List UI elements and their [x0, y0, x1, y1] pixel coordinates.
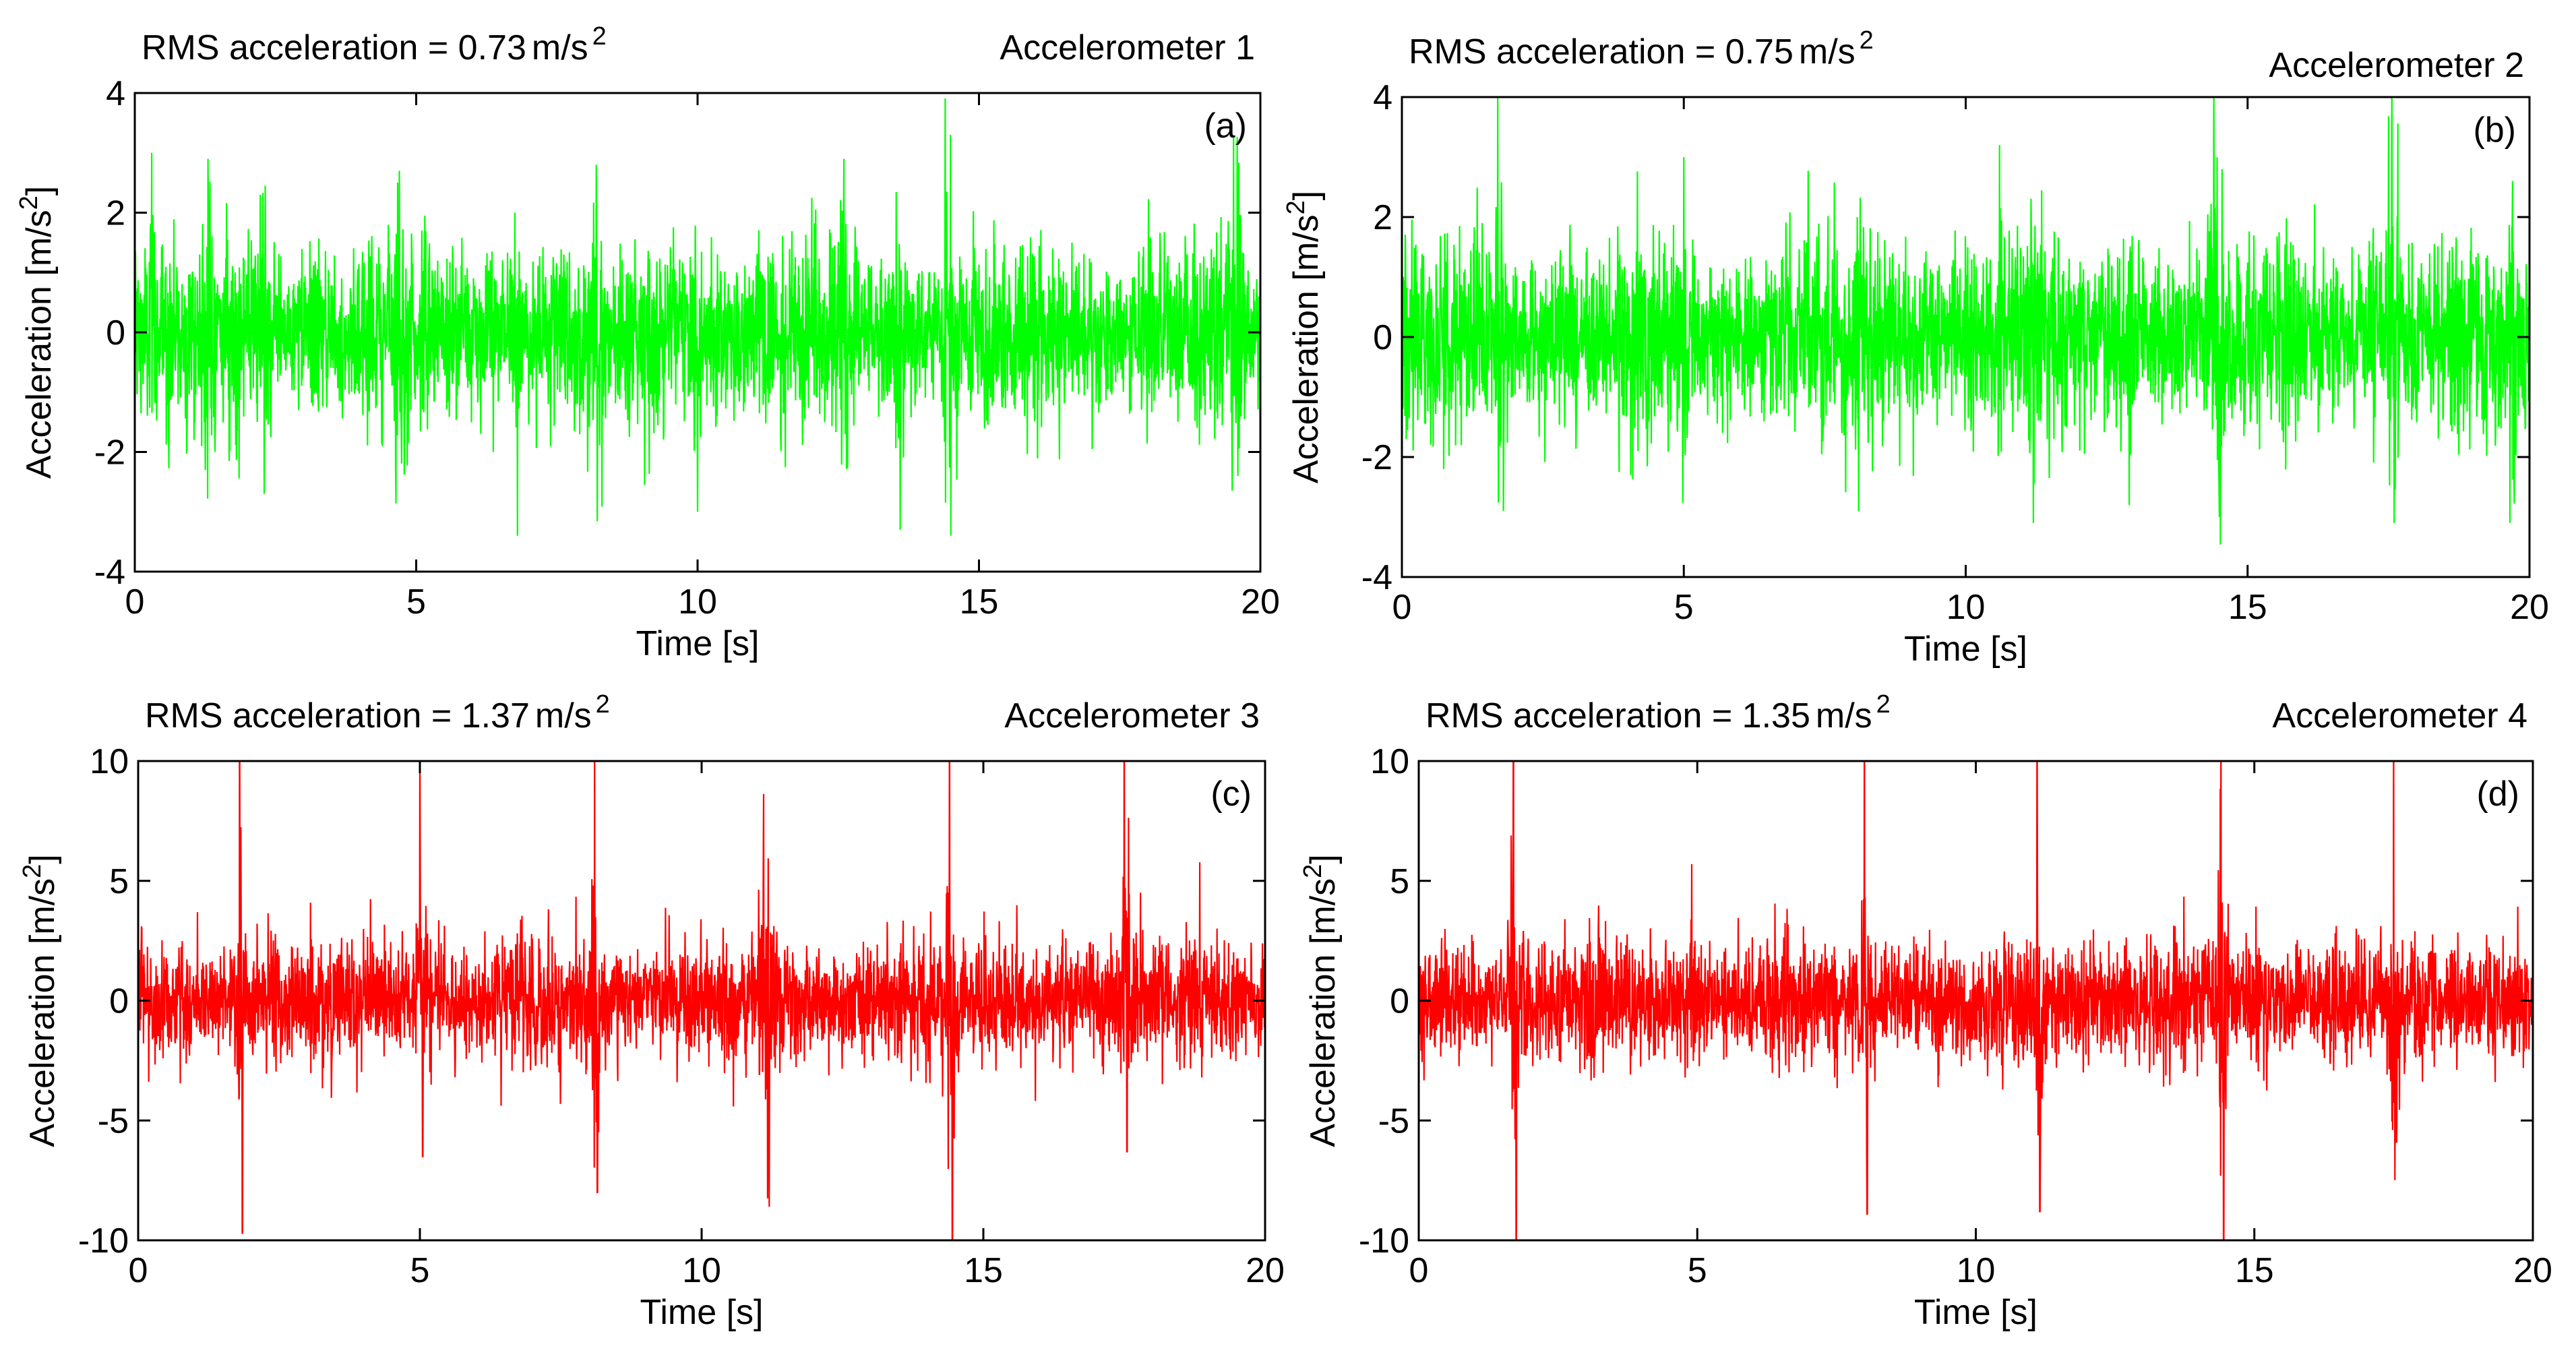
y-tick-label: -2	[1361, 438, 1392, 477]
x-tick-label: 5	[1674, 588, 1694, 627]
y-tick-label: -5	[1378, 1101, 1409, 1141]
signal-trace	[1402, 97, 2529, 545]
y-axis-label-close: ]	[23, 854, 62, 864]
x-tick-label: 15	[964, 1251, 1003, 1290]
y-axis-label-text: Acceleration [m/s	[1287, 214, 1326, 483]
x-axis-label: Time [s]	[1914, 1293, 2037, 1332]
rms-prefix: RMS acceleration =	[142, 28, 458, 67]
rms-prefix: RMS acceleration =	[145, 696, 462, 735]
y-tick-label: 0	[1390, 982, 1409, 1021]
y-tick-label: 4	[1373, 78, 1392, 117]
rms-annotation: RMS acceleration = 1.35 m/s 2	[1425, 690, 1891, 735]
y-axis-label-text: Acceleration [m/s	[23, 878, 62, 1147]
y-axis-label: Acceleration [m/s2]	[18, 854, 62, 1147]
x-tick-label: 10	[1957, 1251, 1996, 1290]
y-axis-label-text: Acceleration [m/s	[1304, 878, 1343, 1147]
y-axis-label-text: Acceleration [m/s	[20, 210, 59, 479]
y-axis-label: Acceleration [m/s2]	[1282, 191, 1326, 483]
panel-label: (d)	[2476, 775, 2519, 814]
y-axis-label-exponent: 2	[1282, 200, 1310, 214]
x-tick-label: 5	[1688, 1251, 1707, 1290]
chart-panel-b: 0 5 10 15 20 -4 -2 0 2 4 Time [s] Acceleration [m/s…	[1282, 26, 2549, 669]
rms-unit-exponent: 2	[1876, 690, 1891, 719]
x-tick-label: 0	[129, 1251, 148, 1290]
signal-trace	[135, 98, 1260, 536]
rms-unit: m/s	[532, 28, 588, 67]
sensor-name: Accelerometer 3	[1004, 696, 1260, 735]
x-tick-label: 15	[960, 582, 999, 622]
sensor-name: Accelerometer 1	[1000, 28, 1255, 67]
x-tick-label: 20	[2513, 1251, 2552, 1290]
x-tick-label: 15	[2228, 588, 2267, 627]
sensor-name: Accelerometer 2	[2269, 46, 2524, 85]
x-tick-label: 0	[125, 582, 145, 622]
y-axis-label-exponent: 2	[1299, 864, 1327, 878]
x-axis-label: Time [s]	[640, 1293, 764, 1332]
x-tick-label: 20	[2510, 588, 2549, 627]
y-tick-label: 5	[109, 862, 129, 901]
sensor-name: Accelerometer 4	[2272, 696, 2527, 735]
rms-annotation: RMS acceleration = 1.37 m/s 2	[145, 690, 610, 735]
x-tick-label: 20	[1241, 582, 1280, 622]
x-tick-label: 0	[1409, 1251, 1429, 1290]
y-tick-label: -10	[1359, 1221, 1409, 1261]
x-axis-label: Time [s]	[636, 624, 760, 663]
x-tick-label: 15	[2235, 1251, 2274, 1290]
rms-value: 1.35	[1742, 696, 1810, 735]
rms-value: 1.37	[462, 696, 530, 735]
x-axis-label: Time [s]	[1904, 630, 2027, 669]
y-axis-label: Acceleration [m/s2]	[1299, 854, 1343, 1147]
panel-label: (a)	[1204, 107, 1247, 146]
y-axis-label-close: ]	[1304, 854, 1343, 864]
x-tick-label: 10	[678, 582, 717, 622]
rms-unit: m/s	[1799, 32, 1856, 71]
y-axis-label-close: ]	[1287, 191, 1326, 200]
y-tick-label: -5	[98, 1101, 129, 1141]
y-axis-label-exponent: 2	[18, 864, 47, 878]
chart-panel-a: 0 5 10 15 20 -4 -2 0 2 4 Time [s] Acceleration [m/s…	[15, 22, 1280, 663]
x-tick-label: 20	[1246, 1251, 1285, 1290]
y-tick-label: -4	[1361, 558, 1392, 597]
y-tick-label: 2	[106, 194, 125, 233]
y-tick-label: -10	[78, 1221, 129, 1261]
x-tick-label: 0	[1392, 588, 1412, 627]
rms-unit: m/s	[535, 696, 592, 735]
rms-value: 0.75	[1725, 32, 1793, 71]
y-tick-label: 4	[106, 74, 125, 113]
rms-unit: m/s	[1816, 696, 1872, 735]
rms-unit-exponent: 2	[596, 690, 610, 719]
y-tick-label: 10	[1370, 742, 1409, 781]
y-axis-label: Acceleration [m/s2]	[15, 186, 59, 479]
y-tick-label: 0	[109, 982, 129, 1021]
rms-value: 0.73	[458, 28, 526, 67]
y-tick-label: -4	[94, 553, 125, 592]
y-tick-label: 0	[1373, 318, 1392, 357]
rms-annotation: RMS acceleration = 0.75 m/s 2	[1409, 26, 1874, 71]
rms-unit-exponent: 2	[1860, 26, 1874, 55]
y-axis-label-exponent: 2	[15, 195, 43, 210]
y-tick-label: 10	[90, 742, 129, 781]
signal-trace	[1419, 761, 2533, 1240]
x-tick-label: 5	[406, 582, 426, 622]
y-tick-label: 2	[1373, 198, 1392, 237]
signal-trace	[138, 761, 1265, 1240]
panel-label: (b)	[2473, 111, 2516, 150]
y-tick-label: 5	[1390, 862, 1409, 901]
rms-prefix: RMS acceleration =	[1409, 32, 1725, 71]
y-axis-label-close: ]	[20, 186, 59, 195]
x-tick-label: 10	[682, 1251, 721, 1290]
y-tick-label: 0	[106, 313, 125, 353]
x-tick-label: 5	[410, 1251, 430, 1290]
rms-annotation: RMS acceleration = 0.73 m/s 2	[142, 22, 607, 67]
rms-unit-exponent: 2	[592, 22, 607, 51]
rms-prefix: RMS acceleration =	[1425, 696, 1742, 735]
x-tick-label: 10	[1946, 588, 1986, 627]
y-tick-label: -2	[94, 433, 125, 473]
panel-label: (c)	[1210, 775, 1252, 814]
